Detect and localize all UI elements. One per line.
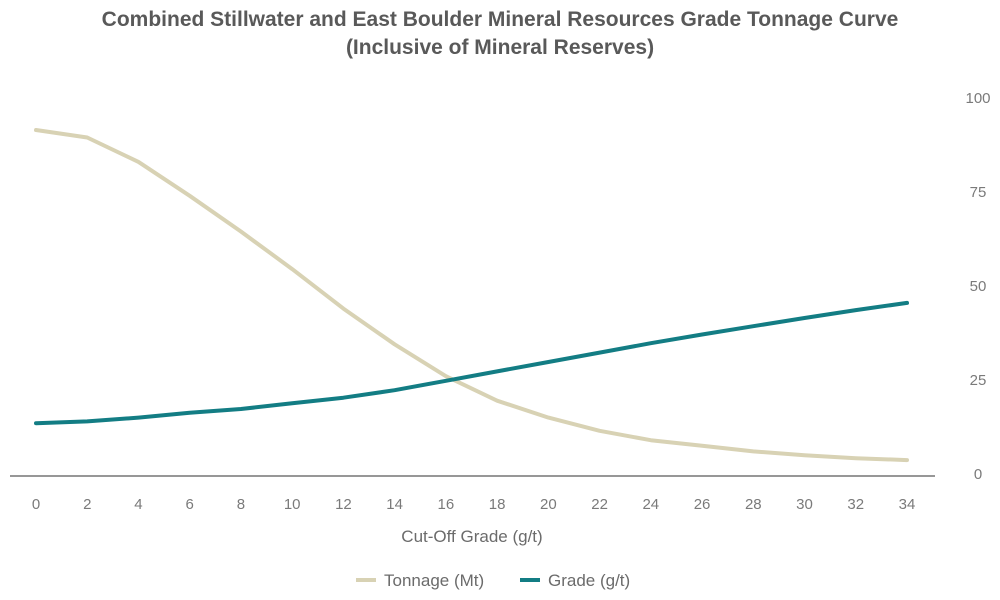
- x-tick-label: 16: [438, 496, 455, 513]
- series-line-tonnage: [34, 128, 909, 463]
- y-tick-label: 75: [970, 184, 987, 201]
- y-tick-label: 50: [970, 278, 987, 295]
- y-tick-label: 25: [970, 372, 987, 389]
- x-axis-label: Cut-Off Grade (g/t): [401, 527, 542, 546]
- x-axis-ticks: 0 2 4 6 8 10 12 14 16 18 20 22 24 26 28 30 32 34: [32, 496, 916, 513]
- x-tick-label: 32: [847, 496, 864, 513]
- x-tick-label: 4: [134, 496, 142, 513]
- x-tick-label: 2: [83, 496, 91, 513]
- x-tick-label: 30: [796, 496, 813, 513]
- legend-label-tonnage: Tonnage (Mt): [384, 571, 484, 590]
- x-tick-label: 12: [335, 496, 352, 513]
- x-tick-label: 34: [899, 496, 916, 513]
- series-line-grade: [34, 300, 909, 426]
- y-tick-label: 0: [974, 466, 982, 483]
- chart-title: Combined Stillwater and East Boulder Min…: [0, 6, 1000, 62]
- legend: Tonnage (Mt) Grade (g/t): [356, 571, 630, 590]
- x-tick-label: 8: [237, 496, 245, 513]
- x-tick-label: 26: [694, 496, 711, 513]
- x-tick-label: 10: [284, 496, 301, 513]
- y-tick-label: 100: [965, 90, 990, 107]
- x-tick-label: 20: [540, 496, 557, 513]
- legend-label-grade: Grade (g/t): [548, 571, 630, 590]
- x-tick-label: 18: [489, 496, 506, 513]
- chart-title-line-2: (Inclusive of Mineral Reserves): [345, 36, 655, 59]
- x-tick-label: 14: [386, 496, 403, 513]
- x-tick-label: 28: [745, 496, 762, 513]
- y-axis-ticks: 0 25 50 75 100: [965, 90, 990, 483]
- x-tick-label: 24: [642, 496, 659, 513]
- x-tick-label: 22: [591, 496, 608, 513]
- series-lines: [34, 128, 909, 463]
- x-tick-label: 0: [32, 496, 40, 513]
- chart-title-line-1: Combined Stillwater and East Boulder Min…: [101, 8, 899, 31]
- x-tick-label: 6: [186, 496, 194, 513]
